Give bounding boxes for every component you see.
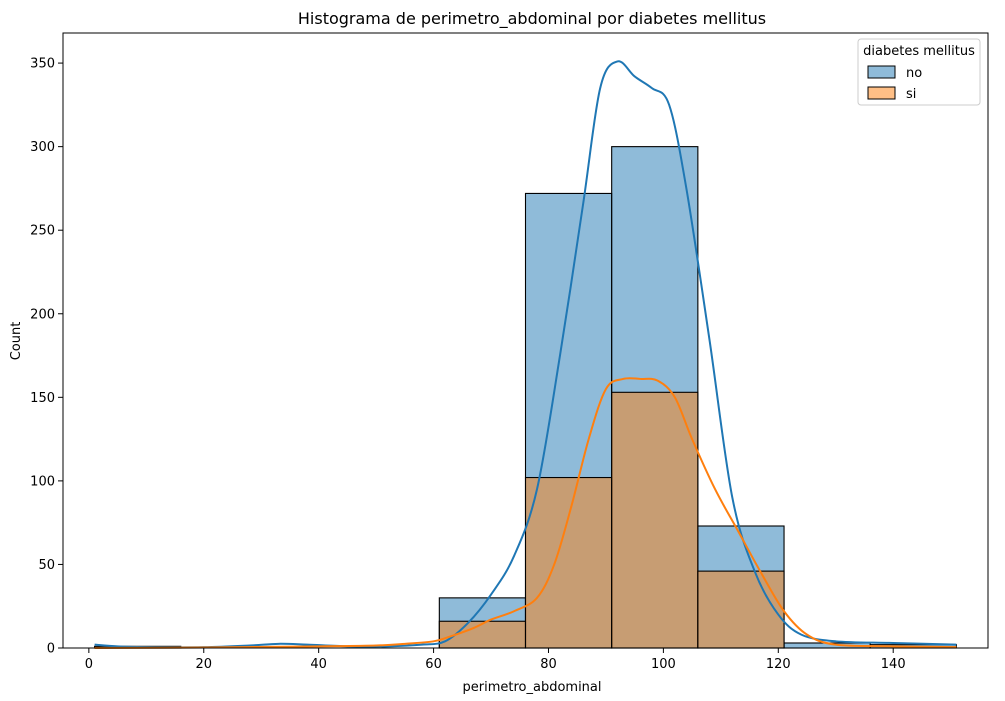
kde-line-si bbox=[94, 377, 957, 649]
chart-title: Histograma de perimetro_abdominal por di… bbox=[298, 9, 766, 29]
y-axis-label: Count bbox=[9, 322, 24, 361]
y-tick-label: 250 bbox=[30, 224, 55, 239]
y-tick-label: 50 bbox=[38, 558, 55, 573]
y-tick-label: 150 bbox=[30, 391, 55, 406]
x-tick-label: 40 bbox=[310, 657, 327, 672]
axes: 0 20 40 60 80 100 120 140 0 50 100 150 200 250 300 350 bbox=[30, 32, 989, 672]
y-tick-label: 200 bbox=[30, 307, 55, 322]
histogram-bar-si bbox=[438, 620, 527, 649]
x-tick-label: 60 bbox=[425, 657, 442, 672]
x-tick-label: 0 bbox=[85, 657, 93, 672]
plot-area bbox=[94, 60, 957, 649]
legend-title: diabetes mellitus bbox=[863, 44, 975, 59]
legend-label-si: si bbox=[906, 87, 916, 102]
x-tick-label: 100 bbox=[651, 657, 676, 672]
legend-swatch-si bbox=[867, 86, 896, 100]
x-tick-label: 20 bbox=[195, 657, 212, 672]
x-tick-label: 120 bbox=[766, 657, 791, 672]
y-tick-label: 300 bbox=[30, 140, 55, 155]
legend: diabetes mellitus no si bbox=[857, 38, 981, 106]
histogram-bar-si bbox=[611, 391, 699, 649]
axes-frame bbox=[62, 32, 989, 649]
x-tick-label: 140 bbox=[881, 657, 906, 672]
x-tick-label: 80 bbox=[540, 657, 557, 672]
histogram-bar-si bbox=[697, 570, 785, 649]
y-tick-label: 100 bbox=[30, 474, 55, 489]
y-tick-label: 350 bbox=[30, 57, 55, 72]
y-tick-label: 0 bbox=[47, 642, 55, 657]
kde-line-no bbox=[94, 60, 957, 649]
legend-swatch-no bbox=[867, 65, 896, 79]
histogram-bar-si bbox=[524, 476, 613, 649]
legend-label-no: no bbox=[906, 66, 922, 81]
x-axis-label: perimetro_abdominal bbox=[463, 680, 602, 695]
